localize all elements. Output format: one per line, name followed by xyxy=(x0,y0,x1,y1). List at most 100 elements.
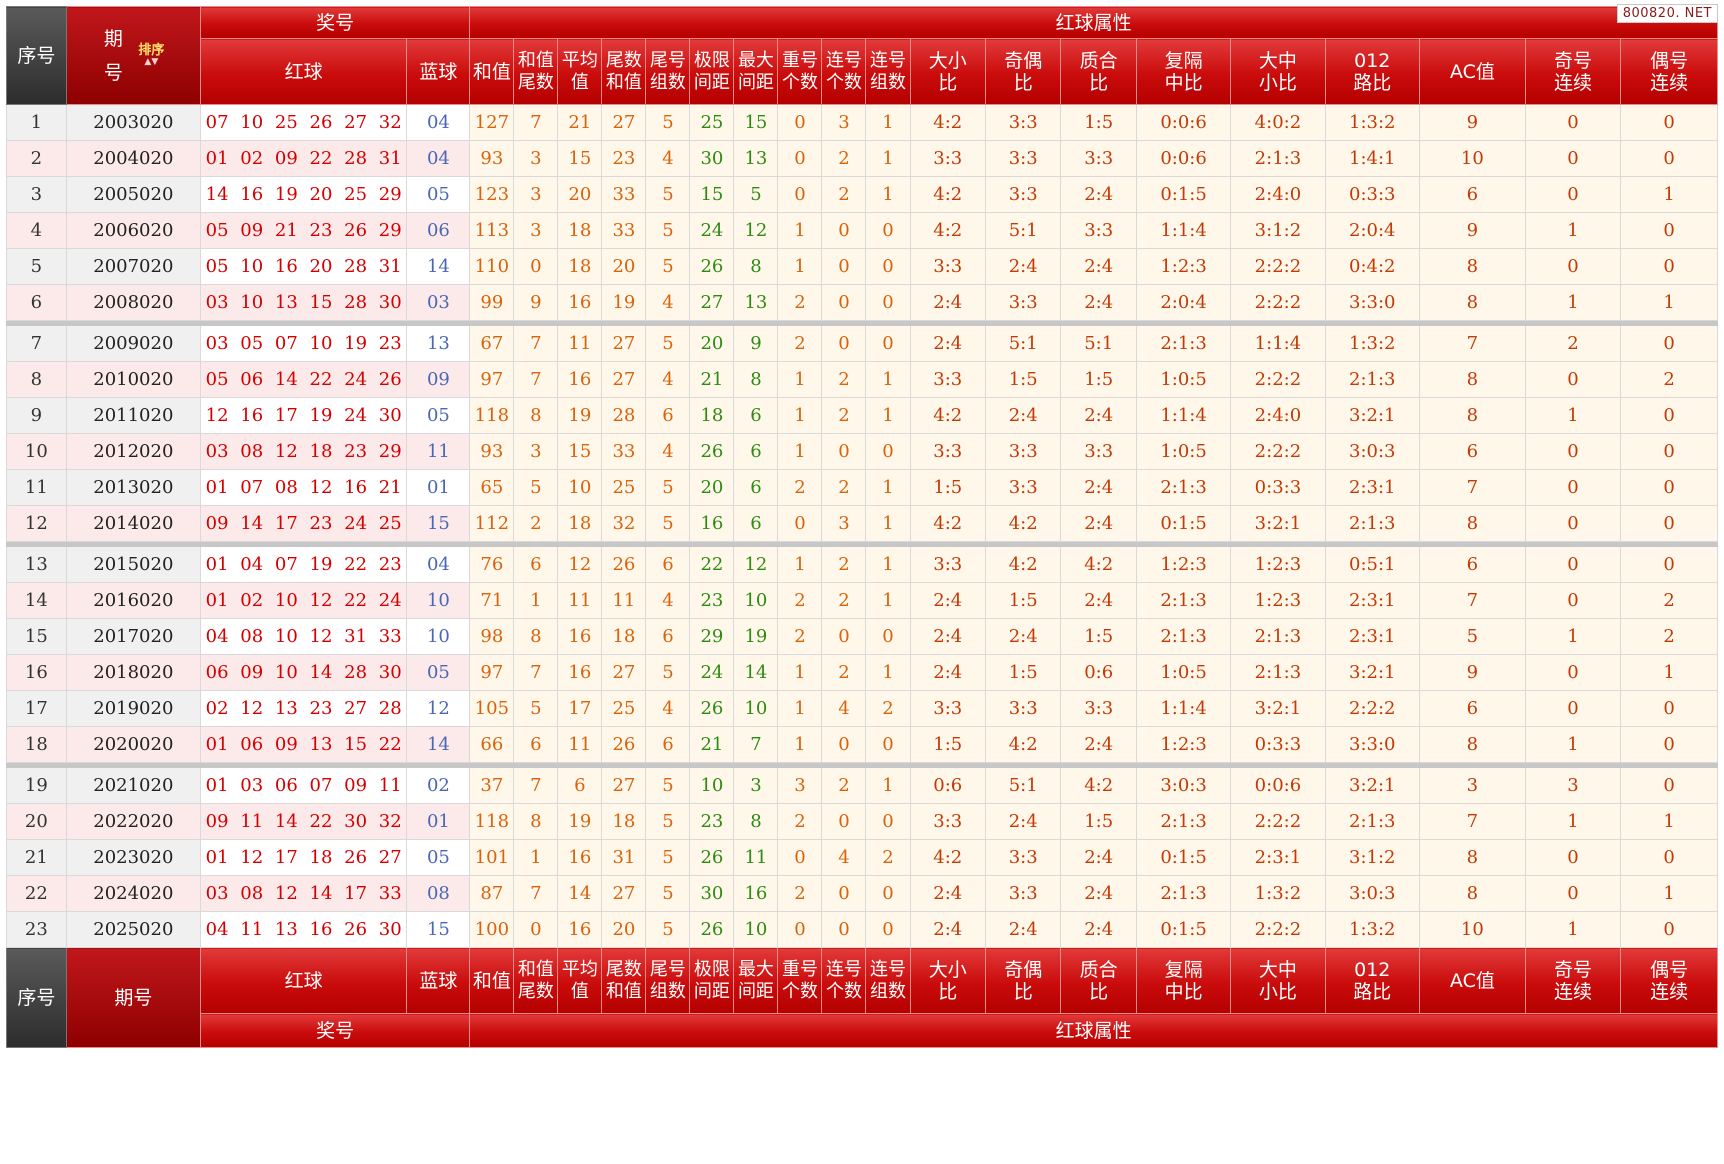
attr-cell: 29 xyxy=(689,618,735,655)
attr-cell: 2 xyxy=(777,803,823,840)
attr-cell: 101 xyxy=(469,839,515,876)
attr-cell: 8 xyxy=(1418,248,1526,285)
attr-cell: 1 xyxy=(865,582,911,619)
attr-cell: 2:2:2 xyxy=(1230,433,1326,470)
attr-cell: 33 xyxy=(601,176,647,213)
attr-cell: 3 xyxy=(513,433,559,470)
attr-cell: 0 xyxy=(821,433,867,470)
table-row: 12 2014020 09 14 17 23 24 25 15 112 2 18 32 5 16 6… xyxy=(6,505,1718,542)
attr-cell: 127 xyxy=(469,104,515,141)
row-period: 2005020 xyxy=(65,176,201,213)
attr-cell: 20 xyxy=(689,469,735,506)
column-header-13-line: 中比 xyxy=(1164,71,1203,94)
attr-cell: 6 xyxy=(1418,690,1526,727)
column-header-3-line: 和值 xyxy=(605,71,642,93)
attr-cell: 0:3:3 xyxy=(1230,726,1326,763)
attr-cell: 8 xyxy=(513,397,559,434)
attr-cell: 0 xyxy=(821,803,867,840)
sort-arrows-icon[interactable]: ▲▼ xyxy=(144,57,159,67)
attr-cell: 0 xyxy=(865,726,911,763)
attr-cell: 21 xyxy=(557,104,603,141)
attr-cell: 0 xyxy=(1524,176,1622,213)
attr-cell: 5 xyxy=(645,803,691,840)
attr-cell: 1 xyxy=(1620,875,1718,912)
attr-cell: 2:4 xyxy=(984,803,1062,840)
attr-cell: 23 xyxy=(601,140,647,177)
attr-cell: 105 xyxy=(469,690,515,727)
attr-cell: 5 xyxy=(645,248,691,285)
row-seq: 14 xyxy=(6,582,67,619)
blue-ball: 14 xyxy=(406,726,471,763)
attr-cell: 4 xyxy=(645,140,691,177)
attr-cell: 1:1:4 xyxy=(1230,325,1326,362)
attr-cell: 1 xyxy=(777,361,823,398)
column-header-13-line: 中比 xyxy=(1164,980,1203,1003)
attr-cell: 0 xyxy=(821,284,867,321)
column-header-2-line: 平均 xyxy=(561,49,598,71)
attr-cell: 66 xyxy=(469,726,515,763)
attr-cell: 0 xyxy=(1620,469,1718,506)
attr-cell: 19 xyxy=(733,618,779,655)
attr-cell: 1 xyxy=(865,397,911,434)
attr-cell: 2:4 xyxy=(1060,284,1137,321)
attr-cell: 5 xyxy=(513,469,559,506)
attr-cell: 16 xyxy=(557,284,603,321)
attr-cell: 2:1:3 xyxy=(1230,140,1326,177)
attr-cell: 26 xyxy=(689,839,735,876)
attr-cell: 10 xyxy=(689,767,735,804)
attr-cell: 2:3:1 xyxy=(1230,839,1326,876)
attr-cell: 2:4:0 xyxy=(1230,397,1326,434)
column-header-7: 重号 个数 xyxy=(777,38,823,105)
attr-cell: 1:5 xyxy=(1060,104,1137,141)
row-seq: 1 xyxy=(6,104,67,141)
attr-cell: 12 xyxy=(557,546,603,583)
column-header-2: 平均值 xyxy=(557,947,603,1014)
column-header-17-line: 连续 xyxy=(1554,980,1593,1003)
attr-cell: 16 xyxy=(557,361,603,398)
table-row: 2 2004020 01 02 09 22 28 31 04 93 3 15 23 4 30 13 0… xyxy=(6,140,1718,177)
column-header-7: 重号 个数 xyxy=(777,947,823,1014)
column-header-15-line: 012 xyxy=(1354,958,1391,981)
column-header-4-line: 组数 xyxy=(649,980,686,1002)
row-seq: 11 xyxy=(6,469,67,506)
row-seq: 6 xyxy=(6,284,67,321)
attr-cell: 2 xyxy=(1524,325,1622,362)
attr-cell: 8 xyxy=(1418,875,1526,912)
column-header-18-line: 偶号 xyxy=(1650,49,1689,72)
column-header-12-line: 质合 xyxy=(1079,49,1118,72)
attr-cell: 2 xyxy=(865,690,911,727)
attr-cell: 2:1:3 xyxy=(1135,803,1232,840)
attr-cell: 5 xyxy=(645,176,691,213)
attr-cell: 8 xyxy=(1418,284,1526,321)
column-header-11-line: 奇偶 xyxy=(1004,958,1043,981)
attr-cell: 1 xyxy=(865,546,911,583)
column-header-15-line: 路比 xyxy=(1353,71,1392,94)
blue-ball: 13 xyxy=(406,325,471,362)
attr-cell: 1:0:5 xyxy=(1135,433,1232,470)
column-header-2: 平均值 xyxy=(557,38,603,105)
attr-cell: 8 xyxy=(733,803,779,840)
attrs-group-header: 红球属性 xyxy=(469,6,1718,39)
attr-cell: 3:3 xyxy=(909,690,986,727)
red-balls: 03 05 07 10 19 23 xyxy=(199,325,408,362)
attr-cell: 1 xyxy=(1524,803,1622,840)
column-header-15: 012 路比 xyxy=(1324,947,1420,1014)
attr-cell: 5 xyxy=(645,911,691,948)
period-header[interactable]: 期号 排序 ▲▼ xyxy=(65,6,201,105)
column-header-18-line: 连续 xyxy=(1650,980,1689,1003)
attr-cell: 0 xyxy=(821,875,867,912)
column-header-13-line: 复隔 xyxy=(1164,958,1203,981)
attr-cell: 6 xyxy=(1418,176,1526,213)
row-period: 2007020 xyxy=(65,248,201,285)
attr-cell: 1:5 xyxy=(909,469,986,506)
sort-toggle[interactable]: 排序 ▲▼ xyxy=(138,44,164,67)
attr-cell: 25 xyxy=(601,469,647,506)
attr-cell: 3:3:0 xyxy=(1324,284,1420,321)
attr-cell: 2 xyxy=(821,767,867,804)
attr-cell: 2 xyxy=(821,654,867,691)
attr-cell: 7 xyxy=(513,654,559,691)
attr-cell: 2:4 xyxy=(1060,726,1137,763)
column-header-14-line: 大中 xyxy=(1258,958,1297,981)
column-header-5-line: 间距 xyxy=(693,71,730,93)
row-period: 2004020 xyxy=(65,140,201,177)
